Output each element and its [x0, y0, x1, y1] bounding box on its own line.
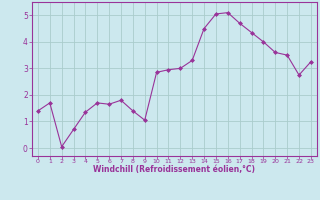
X-axis label: Windchill (Refroidissement éolien,°C): Windchill (Refroidissement éolien,°C)	[93, 165, 255, 174]
